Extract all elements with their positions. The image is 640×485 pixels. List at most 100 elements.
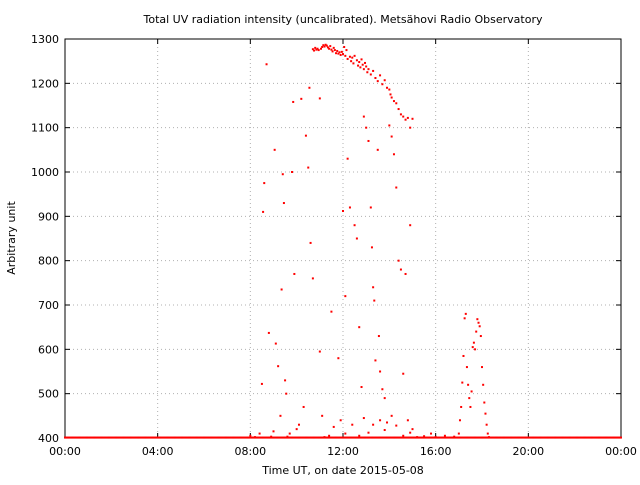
data-point xyxy=(315,436,318,439)
data-point xyxy=(368,436,371,439)
data-point xyxy=(402,115,405,118)
data-point xyxy=(221,436,224,439)
data-point xyxy=(521,436,524,439)
data-point xyxy=(206,436,209,439)
data-point xyxy=(306,436,309,439)
data-point xyxy=(255,436,258,439)
data-point xyxy=(309,436,312,439)
data-point xyxy=(359,436,362,439)
data-point xyxy=(152,436,155,439)
data-point xyxy=(318,97,321,100)
data-point xyxy=(328,47,331,50)
data-point xyxy=(430,432,433,435)
data-point xyxy=(560,436,563,439)
data-point xyxy=(492,436,495,439)
data-point xyxy=(596,436,599,439)
data-point xyxy=(508,436,511,439)
data-point xyxy=(364,436,367,439)
data-point xyxy=(355,59,358,62)
data-point xyxy=(461,436,464,439)
data-point xyxy=(483,401,486,404)
data-point xyxy=(534,436,537,439)
data-point xyxy=(591,436,594,439)
data-point xyxy=(458,419,461,422)
data-point xyxy=(486,436,489,439)
data-point xyxy=(411,436,414,439)
data-point xyxy=(406,419,409,422)
data-point xyxy=(128,436,131,439)
data-point xyxy=(507,436,510,439)
data-point xyxy=(357,436,360,439)
data-point xyxy=(606,436,609,439)
data-point xyxy=(337,357,340,360)
data-point xyxy=(470,436,473,439)
data-point xyxy=(110,436,113,439)
data-point xyxy=(270,435,273,438)
data-point xyxy=(386,421,389,424)
data-point xyxy=(244,436,247,439)
data-point xyxy=(525,436,528,439)
data-point xyxy=(348,55,351,58)
y-tick-label: 900 xyxy=(38,210,59,223)
data-point xyxy=(523,436,526,439)
data-point xyxy=(361,436,364,439)
data-point xyxy=(66,436,69,439)
data-point xyxy=(157,436,160,439)
data-point xyxy=(496,436,499,439)
data-point xyxy=(432,436,435,439)
data-point xyxy=(342,53,344,56)
data-point xyxy=(178,436,181,439)
data-point xyxy=(457,432,460,435)
data-point xyxy=(586,436,589,439)
data-point xyxy=(143,436,146,439)
data-point xyxy=(617,436,620,439)
data-point xyxy=(340,50,343,53)
data-point xyxy=(267,436,270,439)
data-point xyxy=(580,436,583,439)
data-point xyxy=(292,436,295,439)
data-point xyxy=(344,54,347,57)
data-point xyxy=(331,436,334,439)
data-point xyxy=(370,246,373,249)
data-point xyxy=(271,436,274,439)
data-point xyxy=(467,436,470,439)
data-point xyxy=(394,436,397,439)
data-point xyxy=(249,436,252,439)
data-point xyxy=(402,436,405,439)
data-point xyxy=(226,436,229,439)
data-point xyxy=(281,173,284,176)
data-point xyxy=(360,436,363,439)
data-point xyxy=(372,69,375,72)
data-point xyxy=(336,49,339,52)
data-point xyxy=(231,436,234,439)
data-point xyxy=(569,436,572,439)
data-point xyxy=(185,436,188,439)
data-point xyxy=(229,436,232,439)
data-point xyxy=(381,436,384,439)
data-point xyxy=(397,259,400,262)
data-point xyxy=(291,171,294,173)
data-point xyxy=(383,397,386,400)
y-tick-label: 700 xyxy=(38,299,59,312)
data-point xyxy=(288,436,291,439)
data-point xyxy=(484,412,487,415)
data-point xyxy=(125,436,128,439)
data-point xyxy=(227,436,230,439)
data-point xyxy=(395,186,398,189)
data-point xyxy=(207,436,210,439)
data-point xyxy=(460,436,463,439)
data-point xyxy=(463,317,466,320)
data-point xyxy=(549,436,552,439)
data-point xyxy=(251,436,254,439)
data-point xyxy=(392,100,395,103)
data-point xyxy=(322,44,325,47)
data-point xyxy=(258,432,261,435)
data-point xyxy=(179,436,182,439)
data-point xyxy=(600,436,603,439)
data-point xyxy=(475,330,478,333)
data-point xyxy=(548,436,551,439)
data-point xyxy=(213,436,216,439)
data-point xyxy=(267,331,270,334)
data-point xyxy=(99,436,102,439)
